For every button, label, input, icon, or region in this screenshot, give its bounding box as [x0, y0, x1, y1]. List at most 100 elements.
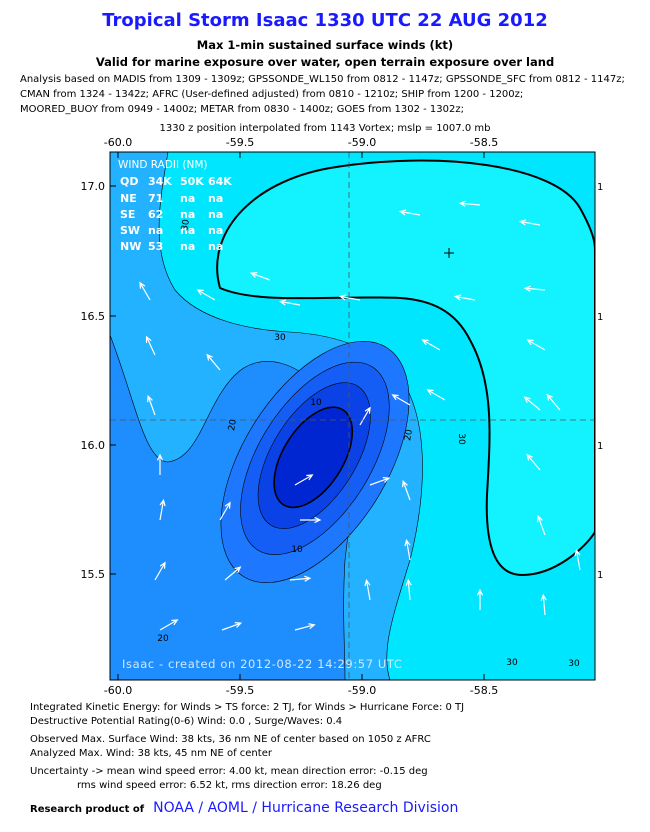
radii-cell: NW — [120, 240, 141, 253]
subtitle: Valid for marine exposure over water, op… — [95, 55, 555, 69]
wind-arrow — [300, 516, 322, 524]
position-note: 1330 z position interpolated from 1143 V… — [159, 123, 491, 134]
credit: Isaac - created on 2012-08-22 14:29:57 U… — [122, 657, 403, 671]
right-label: 1 — [597, 570, 603, 581]
wind-arrow — [398, 209, 421, 216]
bottom-lon-label: -60.0 — [104, 684, 132, 697]
contour-label: 30 — [456, 433, 466, 445]
contour-label: 30 — [180, 218, 192, 231]
top-lon-label: -59.5 — [226, 136, 254, 149]
title: Tropical Storm Isaac 1330 UTC 22 AUG 201… — [102, 10, 548, 31]
wind-arrow — [518, 219, 541, 226]
marker — [444, 248, 454, 258]
bottom-lon-label: -59.0 — [348, 684, 376, 697]
footer-line: Uncertainty -> mean wind speed error: 4.… — [30, 766, 428, 777]
wind-arrow — [206, 353, 221, 371]
lat-label: 16.0 — [81, 439, 106, 452]
wind-arrow — [159, 498, 166, 521]
wind-arrow — [458, 200, 481, 207]
contour-label: 10 — [310, 398, 322, 408]
wind-arrow — [453, 294, 476, 301]
radii-cell: na — [180, 192, 195, 205]
wind-arrow — [402, 479, 411, 501]
wind-arrow — [159, 619, 179, 631]
wind-arrow — [421, 339, 441, 351]
radii-header: 34K — [148, 175, 172, 188]
research-credit: Research product of NOAA / AOML / Hurric… — [30, 797, 458, 816]
footer-line: Integrated Kinetic Energy: for Winds > T… — [30, 702, 465, 713]
wind-arrow — [359, 406, 371, 426]
top-lon-label: -60.0 — [104, 136, 132, 149]
contour-label: 30 — [506, 658, 518, 668]
radii-cell: na — [180, 240, 195, 253]
contour-label: 10 — [291, 545, 303, 555]
wind-arrow — [156, 453, 164, 475]
wind-arrow — [278, 299, 301, 306]
wind-arrow — [364, 578, 371, 601]
radii-cell: na — [180, 208, 195, 221]
wind-vectors — [139, 200, 581, 631]
contour-label: 30 — [274, 333, 286, 343]
wind-arrow — [476, 588, 484, 610]
radii-cell: 53 — [148, 240, 163, 253]
wind-arrow — [221, 622, 243, 631]
radii-cell: na — [208, 224, 223, 237]
radii-cell: na — [180, 224, 195, 237]
labels: -60.0 -60.0 -59.5 -59.5 -59.0 -59.0 -58.5 -58.5… — [81, 136, 604, 697]
wind-arrow — [145, 335, 156, 356]
radii-cell: SE — [120, 208, 135, 221]
radii-cell: na — [208, 240, 223, 253]
research-label: Research product of — [30, 804, 145, 815]
contours — [110, 152, 595, 680]
analysis-line: Analysis based on MADIS from 1309 - 1309… — [20, 74, 625, 85]
wind-arrow — [404, 538, 411, 561]
contour-label: 20 — [403, 428, 415, 441]
wind-arrow — [526, 453, 541, 471]
wind-arrow — [219, 501, 231, 521]
footer-line: rms wind speed error: 6.52 kt, rms direc… — [77, 780, 382, 791]
contour-label: 30 — [568, 659, 580, 669]
wind-arrow — [574, 548, 581, 571]
wind-arrow — [294, 623, 316, 631]
analysis-line: CMAN from 1324 - 1342z; AFRC (User-defin… — [20, 89, 524, 100]
top-lon-label: -59.0 — [348, 136, 376, 149]
bottom-lon-label: -59.5 — [226, 684, 254, 697]
wind-arrow — [338, 294, 361, 301]
radii-cell: SW — [120, 224, 140, 237]
frame — [109, 151, 596, 681]
radii-cell: na — [208, 192, 223, 205]
wind-arrow — [523, 285, 546, 292]
radii-cell: na — [148, 224, 163, 237]
right-label: 1 — [597, 312, 603, 323]
subtitle: Max 1-min sustained surface winds (kt) — [196, 38, 454, 52]
right-label: 1 — [597, 441, 603, 452]
contour-thick — [216, 159, 595, 577]
footer-line: Observed Max. Surface Wind: 38 kts, 36 n… — [30, 734, 431, 745]
lat-label: 16.5 — [81, 310, 106, 323]
right-label: 1 — [597, 182, 603, 193]
wind-arrow — [526, 339, 546, 351]
wind-arrow — [523, 396, 541, 411]
radii-cell: NE — [120, 192, 137, 205]
contour-label: 20 — [227, 418, 239, 431]
bottom-lon-label: -58.5 — [470, 684, 498, 697]
wind-arrow — [154, 561, 166, 581]
wind-arrow — [139, 281, 151, 301]
wind-arrow — [196, 289, 216, 301]
contour-label: 20 — [157, 634, 169, 644]
radii-cell: na — [208, 208, 223, 221]
radii-header: 50K — [180, 175, 204, 188]
wind-arrow — [537, 514, 546, 536]
radii-title: WIND RADII (NM) — [118, 159, 208, 171]
wind-arrow — [294, 474, 314, 486]
lat-label: 17.0 — [81, 180, 106, 193]
wind-arrow — [391, 394, 411, 406]
wind-arrow — [405, 578, 412, 601]
wind-arrow — [540, 593, 547, 616]
wind-arrow — [224, 566, 242, 581]
contour-core — [273, 406, 354, 509]
top-lon-label: -58.5 — [470, 136, 498, 149]
radii-header: 64K — [208, 175, 232, 188]
analysis-line: MOORED_BUOY from 0949 - 1400z; METAR fro… — [20, 104, 464, 115]
radii-cell: 62 — [148, 208, 163, 221]
